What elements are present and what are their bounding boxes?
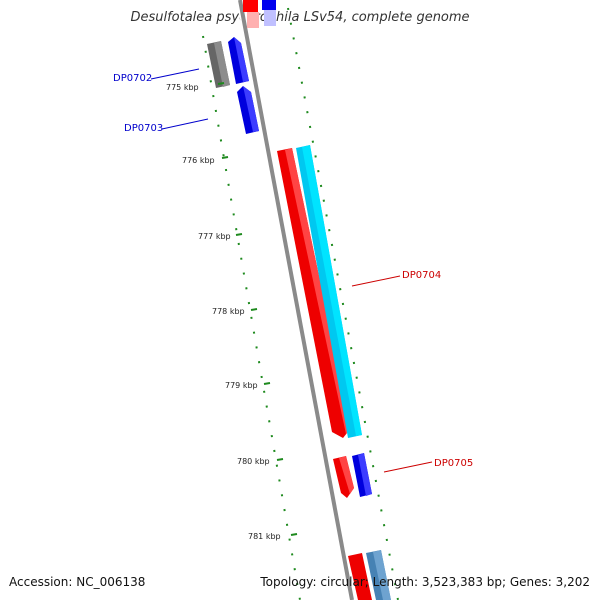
major-ticks bbox=[217, 82, 298, 536]
grey-feature-highlight bbox=[214, 41, 230, 87]
tick-label-778: 778 kbp bbox=[212, 307, 245, 316]
top-feature-red bbox=[243, 0, 258, 12]
tick-label-776: 776 kbp bbox=[182, 156, 215, 165]
top-feature-red-fade bbox=[247, 12, 259, 28]
leader-dp0704 bbox=[351, 275, 401, 287]
gene-dp0703-shade bbox=[243, 86, 259, 132]
leader-dp0702 bbox=[150, 68, 200, 80]
tick-label-779: 779 kbp bbox=[225, 381, 258, 390]
tick-label-775: 775 kbp bbox=[166, 83, 199, 92]
genome-summary-text: Topology: circular; Length: 3,523,383 bp… bbox=[260, 575, 590, 589]
rna-feature-shade bbox=[302, 145, 362, 436]
left-minor-ticks bbox=[202, 35, 301, 600]
leader-dp0705 bbox=[383, 461, 433, 473]
accession-text: Accession: NC_006138 bbox=[9, 575, 146, 589]
right-minor-ticks bbox=[287, 7, 399, 600]
gene-label-dp0703[interactable]: DP0703 bbox=[124, 123, 163, 134]
bottom-feature-red bbox=[348, 553, 372, 600]
gene-label-dp0704[interactable]: DP0704 bbox=[402, 270, 441, 281]
gene-label-dp0705[interactable]: DP0705 bbox=[434, 458, 473, 469]
tick-label-780: 780 kbp bbox=[237, 457, 270, 466]
bottom-feature-steel-shade bbox=[373, 550, 391, 600]
tick-label-781: 781 kbp bbox=[248, 532, 281, 541]
gene-dp0702-shade bbox=[234, 37, 249, 82]
genome-title: Desulfotalea psychrophila LSv54, complet… bbox=[130, 10, 470, 25]
blue-feature-shade bbox=[358, 453, 372, 496]
gene-dp0705-shade bbox=[339, 456, 354, 494]
top-clipped-features bbox=[243, 0, 276, 28]
gene-label-dp0702[interactable]: DP0702 bbox=[113, 73, 152, 84]
backbone-line bbox=[238, 0, 354, 600]
leader-dp0703 bbox=[161, 118, 209, 130]
top-feature-blue bbox=[262, 0, 276, 10]
top-feature-blue-fade bbox=[264, 10, 276, 26]
tick-label-777: 777 kbp bbox=[198, 232, 231, 241]
